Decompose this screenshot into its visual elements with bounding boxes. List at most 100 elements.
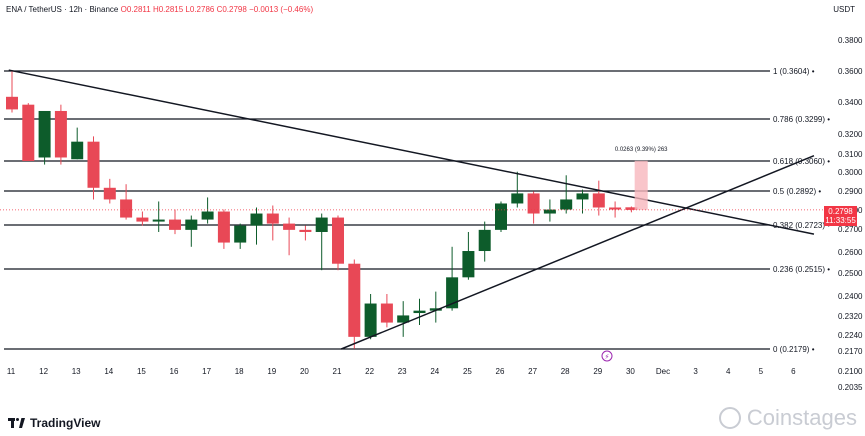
x-tick-label: 20	[300, 367, 309, 376]
candle-body	[103, 187, 116, 200]
y-tick-label: 0.2320	[838, 312, 863, 321]
fib-level-label: 0.382 (0.2723) •	[773, 221, 830, 230]
trendline	[340, 155, 815, 350]
candle-body	[592, 193, 605, 208]
x-tick-label: 29	[593, 367, 602, 376]
y-tick-label: 0.2100	[838, 367, 863, 376]
x-tick-label: 24	[430, 367, 439, 376]
trendline	[8, 69, 815, 235]
candle-body	[87, 141, 100, 188]
high-value: H0.2815	[152, 5, 184, 14]
fib-level-label: 1 (0.3604) •	[773, 67, 815, 76]
current-price-badge: 0.2798 11:33:55	[824, 206, 857, 226]
currency-label: USDT	[833, 5, 855, 14]
x-tick-label: 23	[398, 367, 407, 376]
x-tick-label: 19	[267, 367, 276, 376]
symbol-label: ENA / TetherUS · 12h · Binance	[6, 5, 119, 14]
watermark-logo-icon	[718, 407, 741, 429]
x-tick-label: 3	[693, 367, 698, 376]
candle-countdown: 11:33:55	[825, 216, 856, 225]
candle-body	[217, 211, 230, 243]
watermark-text: Coinstages	[746, 405, 857, 430]
close-value: C0.2798	[216, 5, 247, 14]
x-tick-label: 25	[463, 367, 472, 376]
x-tick-label: 4	[726, 367, 731, 376]
fib-level-label: 0.786 (0.3299) •	[773, 115, 830, 124]
candle-body	[364, 303, 377, 337]
candle-body	[38, 110, 51, 158]
change-value: −0.0013 (−0.46%)	[249, 5, 314, 14]
fib-level-label: 0.5 (0.2892) •	[773, 187, 821, 196]
candle-body	[576, 193, 589, 200]
candle-body	[120, 199, 133, 218]
x-tick-label: 14	[104, 367, 113, 376]
candle-body	[462, 251, 475, 278]
candle-body	[185, 219, 198, 230]
y-tick-label: 0.2700	[838, 225, 863, 234]
current-price-value: 0.2798	[828, 207, 853, 216]
low-value: L0.2786	[185, 5, 215, 14]
candle-body	[169, 219, 181, 230]
x-tick-label: 12	[39, 367, 48, 376]
candle-body	[250, 213, 263, 226]
event-marker-glyph: ⚡	[605, 353, 610, 361]
measure-label: 0.0263 (9.39%) 263	[615, 147, 668, 153]
x-tick-label: Dec	[656, 367, 670, 376]
x-tick-label: 30	[626, 367, 635, 376]
candle-body	[397, 315, 410, 323]
y-tick-label: 0.3800	[838, 36, 863, 45]
tradingview-wordmark: TradingView	[30, 416, 101, 430]
candle-body	[332, 217, 344, 264]
x-tick-label: 15	[137, 367, 146, 376]
candle-body	[315, 217, 328, 232]
y-tick-label: 0.2900	[838, 187, 863, 196]
candle-body	[54, 110, 67, 158]
x-tick-label: 21	[333, 367, 342, 376]
candle-body	[299, 229, 312, 232]
candle-body	[429, 308, 442, 311]
candle-body	[266, 213, 279, 224]
x-tick-label: 26	[496, 367, 505, 376]
x-tick-label: 22	[365, 367, 374, 376]
candle-body	[136, 217, 149, 222]
fib-level-label: 0.236 (0.2515) •	[773, 265, 830, 274]
candle-body	[413, 310, 426, 314]
candle-body	[22, 104, 35, 161]
x-tick-label: 18	[235, 367, 244, 376]
open-value: O0.2811	[120, 5, 151, 14]
y-tick-label: 0.3400	[838, 98, 863, 107]
x-tick-label: 17	[202, 367, 211, 376]
candle-body	[446, 277, 459, 309]
event-marker-icon	[601, 350, 613, 362]
candle-body	[495, 203, 507, 230]
y-tick-label: 0.2035	[838, 383, 863, 392]
candle-body	[543, 209, 556, 214]
x-tick-label: 5	[759, 367, 764, 376]
x-tick-label: 16	[170, 367, 179, 376]
candle-body	[511, 193, 524, 204]
y-tick-label: 0.2240	[838, 331, 863, 340]
x-tick-label: 11	[7, 367, 16, 376]
watermark: Coinstages	[718, 405, 857, 431]
candle-body	[6, 96, 18, 110]
candle-body	[527, 193, 540, 214]
candle-body	[560, 199, 573, 210]
candle-body	[234, 225, 247, 243]
x-tick-label: 6	[791, 367, 796, 376]
y-tick-label: 0.3000	[838, 168, 863, 177]
candle-body	[71, 141, 84, 160]
y-tick-label: 0.2600	[838, 248, 863, 257]
y-tick-label: 0.2400	[838, 292, 863, 301]
y-tick-label: 0.2500	[838, 269, 863, 278]
measure-box	[634, 160, 648, 210]
candle-body	[152, 219, 165, 222]
x-tick-label: 27	[528, 367, 537, 376]
tradingview-logo[interactable]: TradingView	[8, 416, 100, 430]
candle-body	[201, 211, 214, 220]
chart-header: ENA / TetherUS · 12h · Binance O0.2811 H…	[6, 5, 313, 14]
tradingview-icon	[8, 418, 26, 428]
y-tick-label: 0.2170	[838, 347, 863, 356]
candle-body	[348, 263, 361, 337]
candle-body	[609, 207, 622, 210]
